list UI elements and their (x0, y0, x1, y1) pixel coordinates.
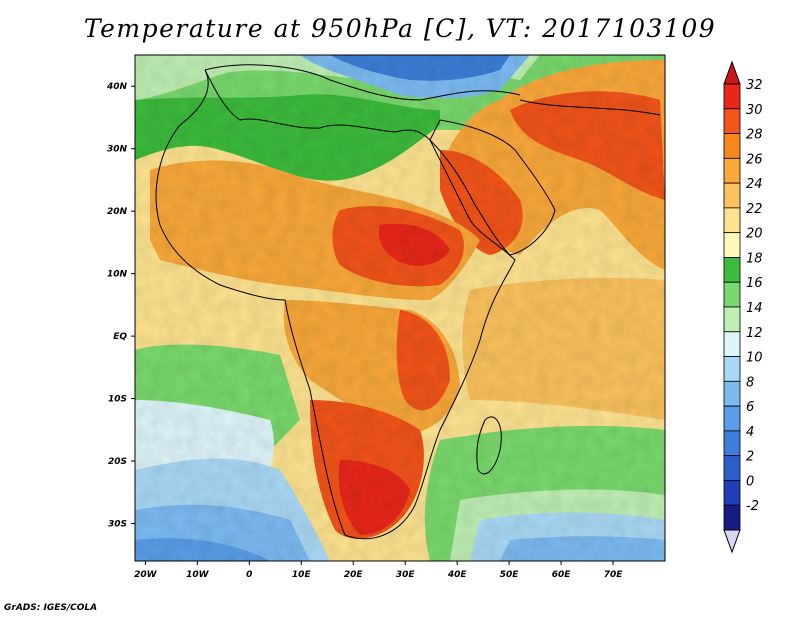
colorbar-label: 28 (746, 128, 763, 143)
lon-tick-label: 10W (186, 570, 210, 580)
longitude-ticks: 20W 10W 0 10E 20E 30E 40E 50E 60E 70E (134, 561, 623, 580)
lat-tick-label: EQ (113, 332, 127, 342)
lat-tick-label: 30S (108, 520, 127, 530)
colorbar-label: 4 (746, 425, 754, 440)
grads-credit: GrADS: IGES/COLA (4, 603, 98, 613)
colorbar-label: 8 (746, 375, 754, 390)
colorbar-swatch (723, 405, 741, 432)
lon-tick-label: 20W (134, 570, 158, 580)
latitude-ticks: 40N 30N 20N 10N EQ 10S 20S 30S (106, 82, 135, 530)
colorbar-label: 2 (746, 450, 754, 465)
colorbar-swatch (723, 182, 741, 209)
colorbar-swatch (723, 207, 741, 234)
lat-tick-label: 30N (107, 145, 128, 155)
colorbar-swatch (723, 108, 741, 134)
colorbar-bottom-arrow (723, 529, 741, 554)
lon-tick-label: 0 (246, 570, 252, 580)
coastlines (155, 64, 661, 540)
lon-tick-label: 50E (500, 570, 520, 580)
colorbar-swatch (723, 504, 741, 531)
colorbar-label: 6 (746, 400, 754, 415)
lat-tick-label: 20N (107, 207, 128, 217)
colorbar-label: -2 (746, 499, 759, 514)
colorbar-swatch (723, 331, 741, 357)
colorbar-label: 30 (746, 103, 763, 118)
colorbar-swatch (723, 356, 741, 382)
colorbar-swatch (723, 281, 741, 308)
lon-tick-label: 40E (447, 570, 468, 580)
colorbar-label: 24 (746, 177, 763, 192)
colorbar-label: 12 (746, 326, 763, 341)
map-title: Temperature at 950hPa [C], VT: 201710310… (83, 14, 717, 43)
colorbar-label: 18 (746, 251, 763, 266)
colorbar-label: 0 (746, 474, 754, 489)
colorbar-swatch (723, 157, 741, 184)
lon-tick-label: 60E (552, 570, 572, 580)
colorbar-swatch (723, 83, 741, 110)
lon-tick-label: 20E (344, 570, 364, 580)
lon-tick-label: 10E (292, 570, 312, 580)
colorbar-swatch (723, 306, 741, 333)
colorbar-label: 16 (746, 276, 763, 291)
colorbar-swatch (723, 480, 741, 506)
colorbar-swatch (723, 455, 741, 481)
colorbar-swatch (723, 380, 741, 407)
lat-tick-label: 20S (108, 457, 127, 467)
lon-tick-label: 70E (604, 570, 624, 580)
colorbar-swatch (723, 232, 741, 258)
colorbar-label: 22 (746, 202, 763, 217)
colorbar-label: 20 (746, 227, 763, 242)
lat-tick-label: 40N (106, 82, 128, 92)
lat-tick-label: 10N (107, 270, 128, 280)
colorbar-swatch (723, 257, 741, 283)
plot-frame (134, 54, 666, 562)
temperature-field (135, 55, 665, 561)
colorbar-swatch (723, 430, 741, 457)
colorbar-top-arrow (723, 60, 741, 85)
colorbar-swatch (723, 133, 741, 159)
colorbar-label: 32 (746, 78, 763, 93)
lat-tick-label: 10S (108, 395, 127, 405)
colorbar-label: 26 (746, 152, 763, 167)
colorbar-label: 14 (746, 301, 763, 316)
colorbar-label: 10 (746, 351, 763, 366)
lon-tick-label: 30E (396, 570, 416, 580)
